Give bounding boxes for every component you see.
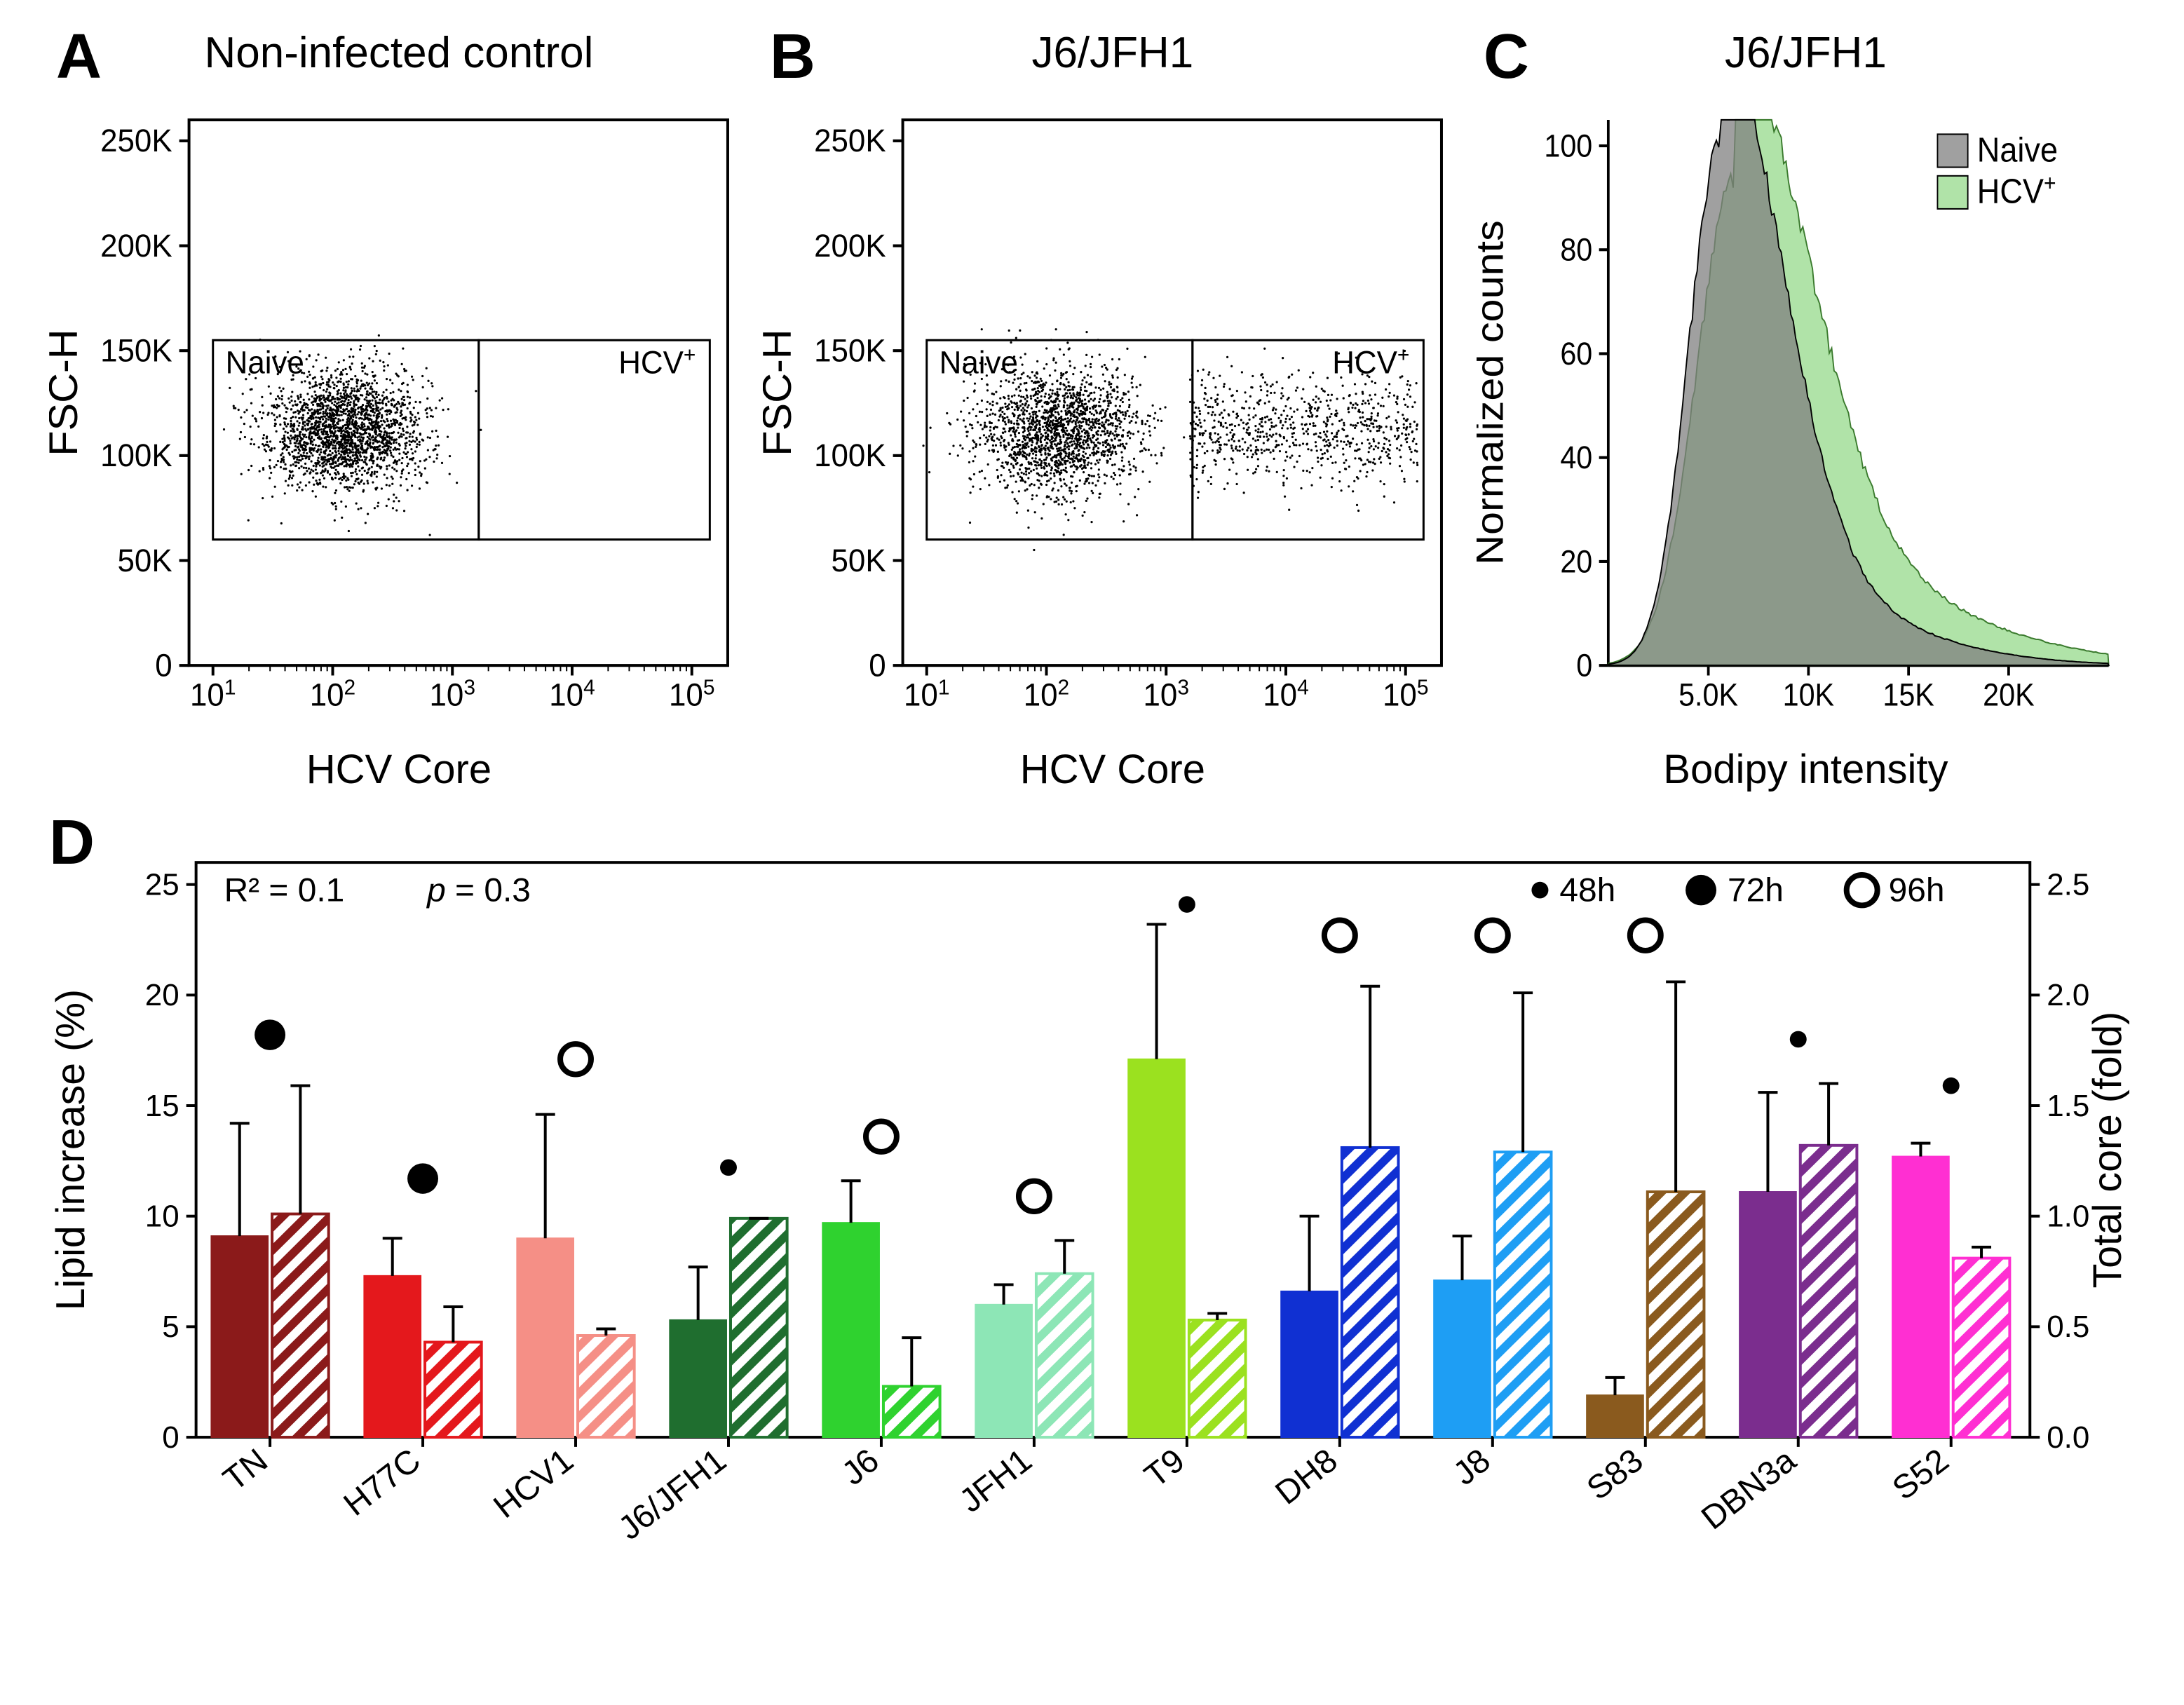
svg-text:103: 103 bbox=[1143, 675, 1188, 712]
svg-text:5.0K: 5.0K bbox=[1678, 678, 1738, 713]
svg-text:20: 20 bbox=[145, 978, 179, 1012]
svg-text:100K: 100K bbox=[814, 439, 886, 474]
svg-text:Naive: Naive bbox=[940, 346, 1018, 381]
svg-text:0.5: 0.5 bbox=[2047, 1310, 2089, 1344]
panel-A: A Non-infected control FSC-H050K100K150K… bbox=[49, 28, 749, 793]
svg-text:p = 0.3: p = 0.3 bbox=[426, 871, 531, 909]
svg-text:40: 40 bbox=[1560, 440, 1592, 475]
svg-text:105: 105 bbox=[1383, 675, 1428, 712]
row-top: A Non-infected control FSC-H050K100K150K… bbox=[42, 28, 2142, 793]
svg-text:100: 100 bbox=[1544, 129, 1592, 164]
svg-text:0: 0 bbox=[1576, 648, 1592, 684]
panel-B-label: B bbox=[770, 21, 815, 93]
svg-text:105: 105 bbox=[669, 675, 714, 712]
svg-text:1.0: 1.0 bbox=[2047, 1199, 2089, 1233]
svg-text:R² = 0.1: R² = 0.1 bbox=[224, 871, 345, 909]
panel-A-svg: FSC-H 0 50K 100K 150K 200K 250K 101 102 103 104 105… bbox=[49, 91, 749, 738]
svg-text:50K: 50K bbox=[831, 543, 886, 578]
panel-D-svg: Lipid increase (%) Total core (fold) 0 5 10 1… bbox=[42, 814, 2142, 1610]
svg-text:5: 5 bbox=[162, 1310, 179, 1344]
panel-C-title: J6/JFH1 bbox=[1477, 28, 2135, 84]
svg-text:HCV+: HCV+ bbox=[1977, 170, 2056, 210]
svg-text:100K: 100K bbox=[100, 439, 172, 474]
svg-text:150K: 150K bbox=[814, 334, 886, 369]
svg-text:2.0: 2.0 bbox=[2047, 978, 2089, 1012]
svg-text:25: 25 bbox=[145, 867, 179, 902]
svg-text:20: 20 bbox=[1560, 545, 1592, 580]
panel-B-plot: FSC-H 0 50K 100K 150K 200K 250K 101 102 103 104 105… bbox=[763, 91, 1463, 738]
svg-text:250K: 250K bbox=[814, 124, 886, 159]
svg-text:FSC-H: FSC-H bbox=[49, 329, 86, 456]
svg-text:250K: 250K bbox=[100, 124, 172, 159]
svg-text:101: 101 bbox=[190, 675, 236, 712]
svg-text:10K: 10K bbox=[1782, 678, 1834, 713]
panel-D-label: D bbox=[49, 807, 95, 879]
svg-text:15K: 15K bbox=[1883, 678, 1934, 713]
svg-text:101: 101 bbox=[904, 675, 949, 712]
panel-B: B J6/JFH1 FSC-H050K100K150K200K250K10110… bbox=[763, 28, 1463, 793]
svg-text:80: 80 bbox=[1560, 233, 1592, 268]
svg-text:2.5: 2.5 bbox=[2047, 867, 2089, 902]
svg-text:Normalized counts: Normalized counts bbox=[1477, 220, 1512, 565]
panel-D: D Lipid increase (%)Total core (fold)051… bbox=[42, 814, 2142, 1610]
panel-A-label: A bbox=[56, 21, 102, 93]
svg-text:FSC-H: FSC-H bbox=[763, 329, 800, 456]
svg-text:10: 10 bbox=[145, 1199, 179, 1233]
svg-text:0: 0 bbox=[162, 1420, 179, 1455]
svg-text:0: 0 bbox=[869, 648, 886, 684]
svg-text:HCV+: HCV+ bbox=[1332, 343, 1409, 380]
panel-C-plot: Normalized counts 0 20 40 60 80 100 5.0K 10K 15K 2… bbox=[1477, 91, 2135, 738]
svg-text:60: 60 bbox=[1560, 337, 1592, 372]
panel-C: C J6/JFH1 Normalized counts0204060801005… bbox=[1477, 28, 2135, 793]
svg-text:104: 104 bbox=[549, 675, 595, 712]
svg-text:15: 15 bbox=[145, 1089, 179, 1123]
panel-C-svg: Normalized counts 0 20 40 60 80 100 5.0K 10K 15K 2… bbox=[1477, 91, 2135, 738]
panel-C-xlabel: Bodipy intensity bbox=[1477, 746, 2135, 793]
svg-text:20K: 20K bbox=[1983, 678, 2035, 713]
svg-text:102: 102 bbox=[1024, 675, 1069, 712]
svg-text:0.0: 0.0 bbox=[2047, 1420, 2089, 1455]
svg-text:200K: 200K bbox=[100, 229, 172, 264]
svg-text:1.5: 1.5 bbox=[2047, 1089, 2089, 1123]
svg-text:50K: 50K bbox=[118, 543, 172, 578]
svg-text:104: 104 bbox=[1263, 675, 1308, 712]
panel-B-xlabel: HCV Core bbox=[763, 746, 1463, 793]
panel-A-plot: FSC-H 0 50K 100K 150K 200K 250K 101 102 103 104 105… bbox=[49, 91, 749, 738]
svg-text:0: 0 bbox=[155, 648, 172, 684]
svg-text:Total core (fold): Total core (fold) bbox=[2085, 1011, 2130, 1288]
svg-text:103: 103 bbox=[429, 675, 475, 712]
svg-text:Naive: Naive bbox=[1977, 130, 2058, 169]
svg-text:102: 102 bbox=[310, 675, 355, 712]
figure-root: A Non-infected control FSC-H 0 50K 100K 150K… bbox=[0, 0, 2184, 1705]
panel-A-title: Non-infected control bbox=[49, 28, 749, 84]
panel-C-label: C bbox=[1484, 21, 1529, 93]
svg-text:Lipid increase (%): Lipid increase (%) bbox=[48, 989, 93, 1310]
panel-A-xlabel: HCV Core bbox=[49, 746, 749, 793]
svg-text:150K: 150K bbox=[100, 334, 172, 369]
panel-B-title: J6/JFH1 bbox=[763, 28, 1463, 84]
svg-text:HCV+: HCV+ bbox=[618, 343, 696, 380]
panel-B-svg: FSC-H 0 50K 100K 150K 200K 250K 101 102 103 104 105… bbox=[763, 91, 1463, 738]
svg-text:200K: 200K bbox=[814, 229, 886, 264]
